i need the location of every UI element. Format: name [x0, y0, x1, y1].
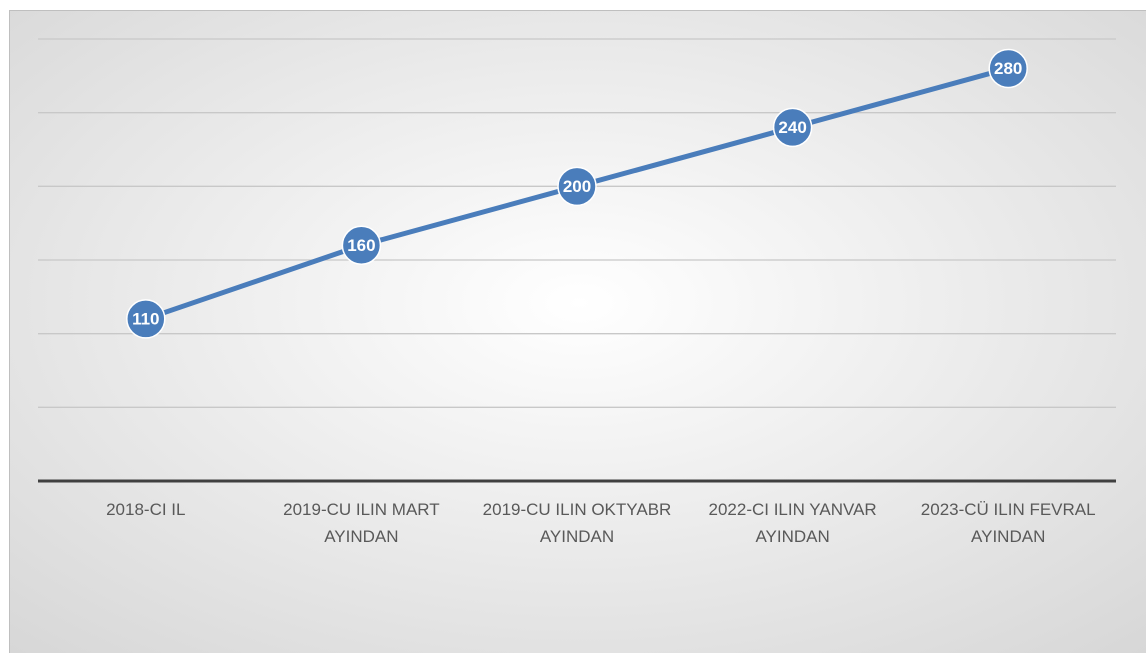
x-tick-label: 2023-CÜ ILIN FEVRAL AYINDAN	[920, 500, 1096, 546]
marker	[988, 48, 1028, 89]
data-label: 280	[994, 59, 1022, 78]
data-label: 240	[778, 118, 806, 137]
data-label: 200	[563, 177, 591, 196]
marker	[341, 225, 382, 266]
marker	[557, 166, 597, 207]
chart-background	[9, 10, 1146, 653]
x-tick-label: 2018-CI IL	[106, 500, 186, 519]
marker	[772, 107, 813, 148]
data-label: 110	[132, 309, 159, 328]
x-tick-label: 2022-CI ILIN YANVAR AYINDAN	[708, 500, 877, 546]
x-tick-label: 2019-CU ILIN MART AYINDAN	[283, 500, 440, 546]
x-tick-label: 2019-CU ILIN OKTYABR AYINDAN	[482, 500, 672, 546]
marker	[126, 299, 166, 339]
data-label: 160	[347, 236, 375, 255]
